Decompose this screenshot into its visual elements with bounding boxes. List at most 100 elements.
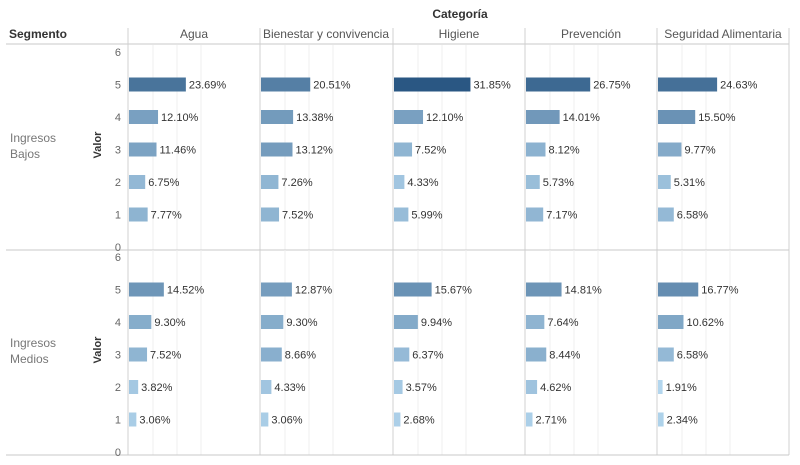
data-label: 31.85% <box>473 80 511 92</box>
y-tick-label: 1 <box>115 415 121 427</box>
data-label: 2.34% <box>667 415 698 427</box>
data-label: 9.30% <box>154 317 185 329</box>
bar-0-3-1 <box>526 207 544 222</box>
bar-1-4-3 <box>658 347 674 362</box>
bar-1-1-2 <box>261 380 272 394</box>
bar-0-0-2 <box>129 175 146 189</box>
bar-1-0-3 <box>129 347 148 362</box>
data-label: 6.58% <box>677 350 708 362</box>
column-header-4: Seguridad Alimentaria <box>664 27 782 41</box>
bar-0-0-1 <box>129 207 148 222</box>
data-label: 14.01% <box>563 112 601 124</box>
data-label: 13.38% <box>296 112 334 124</box>
y-tick-label: 3 <box>115 145 121 157</box>
y-tick-label: 3 <box>115 350 121 362</box>
data-label: 24.63% <box>720 80 758 92</box>
data-label: 7.64% <box>547 317 578 329</box>
bar-0-2-1 <box>394 207 409 222</box>
data-label: 12.10% <box>161 112 199 124</box>
data-label: 23.69% <box>189 80 227 92</box>
bar-1-3-2 <box>526 380 538 394</box>
data-label: 7.77% <box>151 210 182 222</box>
data-label: 14.52% <box>167 285 205 297</box>
bar-0-1-1 <box>261 207 280 222</box>
data-label: 12.87% <box>295 285 333 297</box>
axis-title-valor: Valor <box>92 131 104 159</box>
bar-1-0-4 <box>129 315 152 329</box>
bar-1-0-5 <box>129 282 164 297</box>
y-tick-label: 2 <box>115 382 121 394</box>
bar-1-1-1 <box>261 412 269 427</box>
data-label: 5.73% <box>543 177 574 189</box>
bar-1-2-3 <box>394 347 410 362</box>
segment-label-line: Bajos <box>10 147 40 161</box>
data-label: 5.99% <box>411 210 442 222</box>
bar-1-3-1 <box>526 412 533 427</box>
data-label: 8.44% <box>549 350 580 362</box>
bar-0-4-5 <box>658 77 718 92</box>
bar-1-0-1 <box>129 412 137 427</box>
bar-0-1-3 <box>261 142 293 157</box>
data-label: 3.57% <box>406 382 437 394</box>
y-tick-label: 4 <box>115 112 121 124</box>
data-label: 14.81% <box>565 285 603 297</box>
data-label: 3.06% <box>139 415 170 427</box>
data-label: 16.77% <box>701 285 739 297</box>
segment-label-line: Ingresos <box>10 336 56 350</box>
y-tick-label: 1 <box>115 210 121 222</box>
bar-0-0-4 <box>129 110 159 124</box>
bar-0-1-2 <box>261 175 279 189</box>
bar-1-4-4 <box>658 315 684 329</box>
data-label: 7.26% <box>281 177 312 189</box>
bar-0-3-4 <box>526 110 560 124</box>
data-label: 9.94% <box>421 317 452 329</box>
bar-0-2-2 <box>394 175 405 189</box>
data-label: 6.75% <box>148 177 179 189</box>
y-tick-label: 5 <box>115 285 121 297</box>
text-layer: Agua Bienestar y convivencia Higiene Preven… <box>10 27 782 459</box>
data-label: 7.52% <box>282 210 313 222</box>
bar-1-2-2 <box>394 380 403 394</box>
bar-0-4-1 <box>658 207 674 222</box>
bar-0-4-3 <box>658 142 682 157</box>
data-label: 8.12% <box>548 145 579 157</box>
data-label: 15.67% <box>435 285 473 297</box>
y-tick-label: 0 <box>115 242 121 254</box>
data-label: 15.50% <box>698 112 736 124</box>
bar-1-4-1 <box>658 412 664 427</box>
y-tick-label: 5 <box>115 80 121 92</box>
data-label: 26.75% <box>593 80 631 92</box>
data-label: 2.71% <box>536 415 567 427</box>
data-label: 4.33% <box>407 177 438 189</box>
data-label: 9.30% <box>286 317 317 329</box>
bar-1-2-4 <box>394 315 418 329</box>
column-header-1: Bienestar y convivencia <box>263 27 389 41</box>
axis-title-valor: Valor <box>92 336 104 364</box>
data-label: 4.62% <box>540 382 571 394</box>
bar-0-4-2 <box>658 175 671 189</box>
data-label: 20.51% <box>313 80 351 92</box>
data-label: 10.62% <box>686 317 724 329</box>
bar-0-2-3 <box>394 142 413 157</box>
bar-1-0-2 <box>129 380 139 394</box>
bar-1-2-1 <box>394 412 401 427</box>
bar-0-4-4 <box>658 110 696 124</box>
bar-0-1-4 <box>261 110 294 124</box>
bars-layer <box>129 77 718 427</box>
bar-0-3-2 <box>526 175 540 189</box>
data-label: 7.17% <box>546 210 577 222</box>
bar-1-1-3 <box>261 347 282 362</box>
y-tick-label: 4 <box>115 317 121 329</box>
data-label: 8.66% <box>285 350 316 362</box>
bar-1-3-5 <box>526 282 562 297</box>
data-label: 11.46% <box>160 145 197 157</box>
column-header-0: Agua <box>180 27 208 41</box>
data-label: 3.06% <box>271 415 302 427</box>
column-header-3: Prevención <box>561 27 621 41</box>
segment-label-1: Ingresos Medios <box>10 336 56 366</box>
bar-0-2-5 <box>394 77 471 92</box>
bar-1-2-5 <box>394 282 432 297</box>
y-tick-label: 6 <box>115 47 121 59</box>
y-tick-label: 6 <box>115 252 121 264</box>
